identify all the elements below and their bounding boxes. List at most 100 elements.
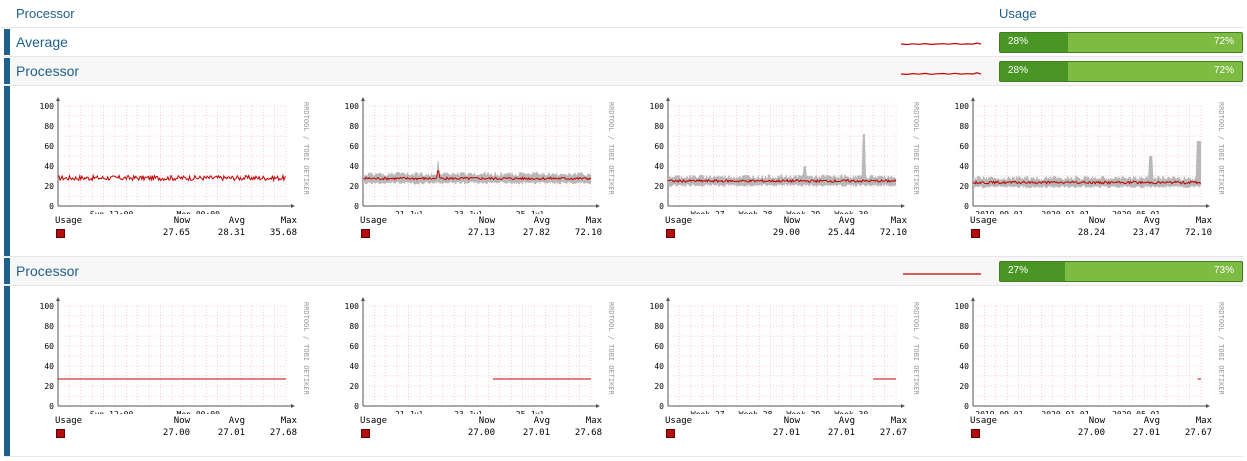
x-tick-label: 2019-09-01 bbox=[975, 210, 1023, 214]
legend-avg-header: Avg bbox=[1143, 216, 1160, 226]
y-axis-arrow bbox=[666, 97, 670, 101]
legend-now-value: 27.13 bbox=[467, 228, 495, 238]
graph-legend: Usage Now Avg Max 28.24 23.47 72.10 bbox=[955, 216, 1225, 246]
y-tick-label: 20 bbox=[959, 382, 969, 391]
x-tick-label: 2020-05-01 bbox=[1112, 410, 1160, 414]
y-tick-label: 80 bbox=[349, 122, 359, 131]
y-tick-label: 40 bbox=[654, 162, 664, 171]
y-tick-label: 100 bbox=[955, 102, 969, 111]
legend-avg-header: Avg bbox=[838, 416, 855, 426]
x-tick-label: 25 Jul bbox=[516, 210, 545, 214]
legend-max-value: 72.10 bbox=[879, 228, 907, 238]
usage-free-label: 72% bbox=[1213, 65, 1234, 76]
series-max-band bbox=[973, 141, 1201, 189]
legend-now-value: 27.65 bbox=[162, 228, 190, 238]
legend-usage-label: Usage bbox=[665, 416, 693, 426]
graph-canvas: 100 80 60 40 20 0 21 Jul 23 Jul 25 Jul RRDTOOL / … bbox=[345, 297, 615, 414]
legend-max-value: 72.10 bbox=[1184, 228, 1212, 238]
legend-max-header: Max bbox=[585, 216, 602, 226]
graph-canvas: 100 80 60 40 20 0 2019-09-01 2020-01-01 2020-05-… bbox=[955, 297, 1225, 414]
panel-accent bbox=[4, 286, 10, 456]
legend-max-header: Max bbox=[890, 416, 907, 426]
x-tick-label: 2020-01-01 bbox=[1041, 210, 1089, 214]
legend-avg-value: 27.82 bbox=[522, 228, 550, 238]
graph-legend: Usage Now Avg Max 27.00 27.01 27.68 bbox=[345, 416, 615, 446]
x-axis-arrow bbox=[291, 404, 295, 408]
y-tick-label: 0 bbox=[354, 402, 359, 411]
row-label-average[interactable]: Average bbox=[16, 34, 68, 50]
y-tick-label: 60 bbox=[959, 342, 969, 351]
y-tick-label: 100 bbox=[345, 302, 359, 311]
x-tick-label: 23 Jul bbox=[454, 410, 483, 414]
y-tick-label: 0 bbox=[659, 202, 664, 211]
rrdtool-credit-label: RRDTOOL / TOBI OETIKER bbox=[607, 302, 615, 396]
legend-now-header: Now bbox=[478, 216, 495, 226]
legend-avg-value: 27.01 bbox=[827, 428, 855, 438]
x-tick-label: Mon 00:00 bbox=[177, 410, 221, 414]
y-axis-arrow bbox=[56, 97, 60, 101]
usage-used-label: 27% bbox=[1008, 265, 1029, 276]
y-tick-label: 80 bbox=[44, 122, 54, 131]
row-label-processor-2[interactable]: Processor bbox=[16, 263, 80, 279]
series-usage-line bbox=[667, 178, 897, 184]
legend-usage-label: Usage bbox=[55, 416, 83, 426]
x-tick-label: 2020-01-01 bbox=[1041, 410, 1089, 414]
x-axis-arrow bbox=[901, 404, 905, 408]
column-header-processor: Processor bbox=[16, 6, 75, 21]
x-axis-arrow bbox=[596, 204, 600, 208]
series-usage-line bbox=[972, 180, 1202, 185]
legend-now-header: Now bbox=[173, 216, 190, 226]
series-usage-line bbox=[363, 170, 592, 181]
row-processor-1[interactable]: Processor 28% 72% bbox=[4, 57, 1243, 86]
legend-now-value: 27.00 bbox=[467, 428, 495, 438]
legend-usage-label: Usage bbox=[970, 416, 998, 426]
x-tick-label: Week 30 bbox=[834, 410, 868, 414]
x-axis-arrow bbox=[1206, 204, 1210, 208]
usage-bar-used bbox=[1000, 62, 1068, 81]
legend-usage-swatch bbox=[361, 229, 370, 238]
graph-canvas: 100 80 60 40 20 0 2019-09-01 2020-01-01 2020-05-… bbox=[955, 97, 1225, 214]
row-accent bbox=[4, 58, 10, 84]
y-axis-arrow bbox=[361, 97, 365, 101]
rrdtool-credit-label: RRDTOOL / TOBI OETIKER bbox=[607, 102, 615, 196]
legend-max-value: 35.68 bbox=[269, 228, 297, 238]
legend-max-header: Max bbox=[1195, 416, 1212, 426]
legend-usage-swatch bbox=[56, 229, 65, 238]
y-tick-label: 0 bbox=[964, 402, 969, 411]
rrdtool-credit-label: RRDTOOL / TOBI OETIKER bbox=[302, 302, 310, 396]
legend-usage-swatch bbox=[971, 429, 980, 438]
y-tick-label: 60 bbox=[349, 342, 359, 351]
row-average[interactable]: Average 28% 72% bbox=[4, 28, 1243, 57]
y-tick-label: 40 bbox=[349, 162, 359, 171]
legend-usage-swatch bbox=[56, 429, 65, 438]
graph-canvas: 100 80 60 40 20 0 Sun 12:00 Mon 00:00 RRDTOOL / … bbox=[40, 297, 310, 414]
legend-usage-label: Usage bbox=[360, 416, 388, 426]
legend-max-header: Max bbox=[585, 416, 602, 426]
y-tick-label: 20 bbox=[44, 382, 54, 391]
usage-bar-processor-2: 27% 73% bbox=[999, 261, 1243, 282]
legend-max-header: Max bbox=[890, 216, 907, 226]
usage-bar-average: 28% 72% bbox=[999, 32, 1243, 53]
y-tick-label: 40 bbox=[654, 362, 664, 371]
row-label-processor-1[interactable]: Processor bbox=[16, 63, 80, 79]
legend-now-value: 29.00 bbox=[772, 228, 800, 238]
row-processor-2[interactable]: Processor 27% 73% bbox=[4, 257, 1243, 286]
legend-usage-label: Usage bbox=[665, 216, 693, 226]
legend-avg-value: 28.31 bbox=[217, 228, 245, 238]
x-axis-arrow bbox=[291, 204, 295, 208]
y-tick-label: 100 bbox=[40, 102, 54, 111]
row-accent bbox=[4, 29, 10, 55]
legend-max-header: Max bbox=[280, 416, 297, 426]
legend-avg-header: Avg bbox=[228, 416, 245, 426]
legend-now-header: Now bbox=[783, 416, 800, 426]
rrdtool-credit-label: RRDTOOL / TOBI OETIKER bbox=[1217, 102, 1225, 196]
series-usage-line bbox=[57, 173, 287, 183]
legend-avg-value: 27.01 bbox=[217, 428, 245, 438]
graph-canvas: 100 80 60 40 20 0 21 Jul 23 Jul 25 Jul RRDTOOL / … bbox=[345, 97, 615, 214]
graph-legend: Usage Now Avg Max 27.00 27.01 27.68 bbox=[40, 416, 310, 446]
graph-canvas: 100 80 60 40 20 0 Week 27 Week 28 Week 29 Week 30… bbox=[650, 297, 920, 414]
legend-now-value: 27.00 bbox=[1077, 428, 1105, 438]
y-axis-arrow bbox=[361, 297, 365, 301]
y-tick-label: 0 bbox=[49, 202, 54, 211]
legend-usage-label: Usage bbox=[360, 216, 388, 226]
